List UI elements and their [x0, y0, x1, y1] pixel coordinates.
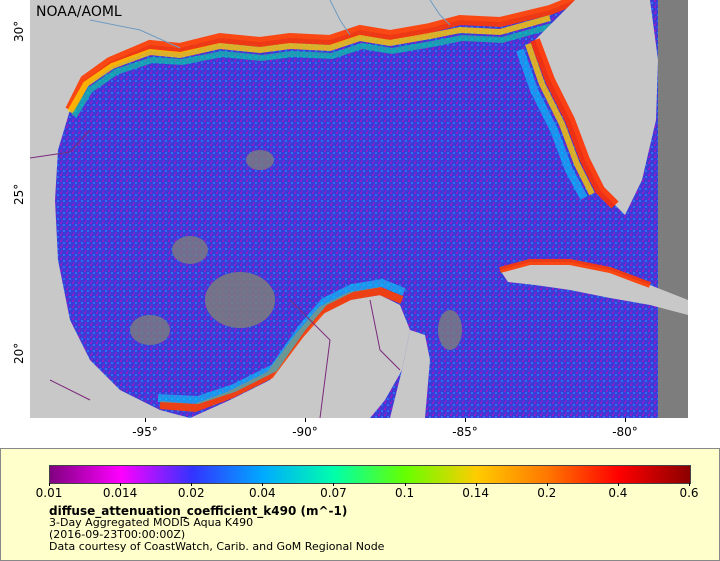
time-stamp: (2016-09-23T00:00:00Z) — [49, 528, 186, 541]
colorbar-label: 0.2 — [537, 486, 557, 500]
land-florida — [535, 0, 658, 215]
colorbar-label: 0.6 — [679, 486, 699, 500]
colorbar-tick — [475, 483, 477, 486]
map-area[interactable]: NOAA/AOML — [30, 0, 688, 418]
legend-panel: diffuse_attenuation_coefficient_k490 (m^… — [0, 448, 720, 561]
land-central-america — [390, 330, 430, 418]
data-source: Data courtesy of CoastWatch, Carib. and … — [49, 540, 385, 553]
colorbar-tick — [191, 483, 193, 486]
colorbar-label: 0.014 — [102, 486, 138, 500]
colorbar-tick — [617, 483, 619, 486]
land-cuba — [500, 262, 688, 315]
map-credit: NOAA/AOML — [36, 4, 122, 20]
colorbar-label: 0.02 — [177, 486, 205, 500]
colorbar-label: 0.01 — [35, 486, 63, 500]
colorbar-label: 0.04 — [248, 486, 276, 500]
legend-text: diffuse_attenuation_coefficient_k490 (m^… — [49, 505, 384, 553]
colorbar-tick — [689, 483, 690, 486]
x-tick-90: -90° — [292, 425, 318, 439]
variable-name: diffuse_attenuation_coefficient_k490 (m^… — [49, 504, 348, 518]
no-data-strip — [658, 0, 688, 418]
y-tick-30: 30° — [12, 20, 26, 42]
colorbar-label: 0.4 — [608, 486, 628, 500]
colorbar — [49, 465, 691, 484]
x-tick-80: -80° — [612, 425, 638, 439]
colorbar-label: 0.14 — [462, 486, 490, 500]
colorbar-tick — [333, 483, 335, 486]
x-tick-95: -95° — [132, 425, 158, 439]
y-tick-25: 25° — [12, 183, 26, 205]
colorbar-label: 0.1 — [395, 486, 415, 500]
colorbar-tick — [262, 483, 264, 486]
colorbar-tick — [404, 483, 406, 486]
colorbar-tick — [120, 483, 122, 486]
colorbar-label: 0.07 — [320, 486, 347, 500]
land-us-gulf-coast — [30, 0, 575, 200]
map-image — [30, 0, 688, 418]
land-yucatan — [190, 295, 410, 418]
colorbar-tick — [49, 483, 50, 486]
product-name: 3-Day Aggregated MODIS Aqua K490 — [49, 516, 254, 529]
land-mexico — [30, 200, 190, 418]
y-tick-20: 20° — [12, 342, 26, 364]
x-tick-85: -85° — [452, 425, 478, 439]
colorbar-tick — [546, 483, 548, 486]
